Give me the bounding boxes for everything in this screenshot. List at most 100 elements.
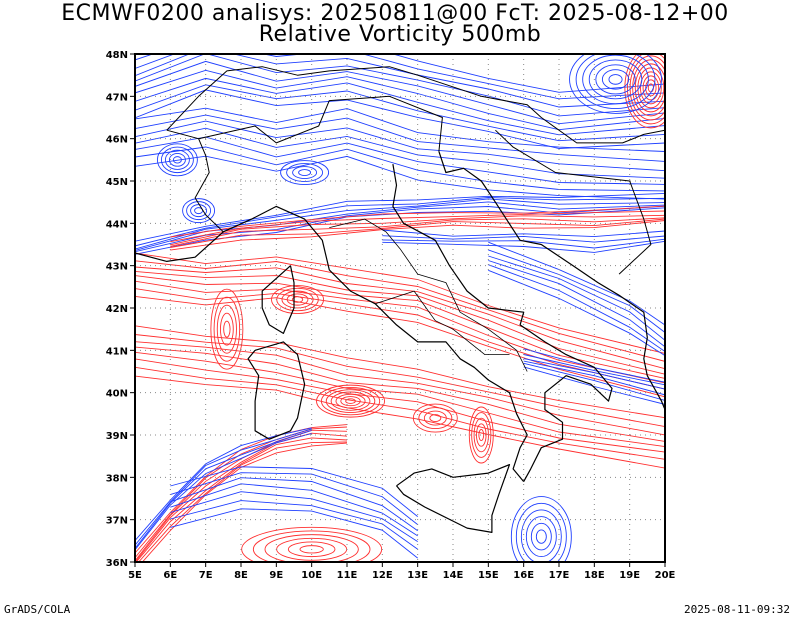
positive-contour	[281, 290, 314, 309]
negative-contour	[156, 143, 198, 177]
lon-tick-label: 15E	[478, 570, 499, 581]
positive-contour	[468, 406, 494, 464]
negative-contour	[182, 198, 216, 224]
lon-tick-label: 18E	[584, 570, 605, 581]
positive-contour	[135, 280, 665, 384]
negative-contour	[523, 354, 665, 386]
negative-contour	[286, 163, 324, 182]
lon-tick-label: 11E	[337, 570, 358, 581]
positive-contour	[642, 75, 660, 101]
lat-tick-label: 42N	[106, 304, 128, 315]
lat-tick-label: 37N	[106, 516, 128, 527]
lat-tick-label: 41N	[106, 346, 128, 357]
positive-contour	[135, 334, 665, 428]
lon-tick-label: 17E	[549, 570, 570, 581]
positive-contour	[135, 266, 665, 370]
italy-east-coast	[392, 163, 613, 482]
negative-contour	[515, 502, 567, 562]
border-north	[166, 66, 665, 144]
negative-contour	[582, 54, 649, 105]
negative-contour	[525, 516, 557, 558]
positive-contour	[330, 391, 371, 411]
lon-tick-label: 10E	[301, 570, 322, 581]
positive-contour	[216, 304, 237, 354]
balkan-coast	[438, 151, 665, 410]
negative-contour	[280, 160, 330, 185]
negative-contour	[168, 152, 186, 167]
map-subtitle: Relative Vorticity 500mb	[258, 22, 542, 47]
france-coast	[135, 231, 224, 262]
negative-contour	[170, 500, 418, 550]
border-alps	[198, 95, 443, 152]
lon-tick-label: 20E	[655, 570, 676, 581]
positive-contour	[476, 423, 487, 447]
negative-contour	[135, 60, 665, 125]
negative-contour	[135, 54, 665, 93]
negative-contour	[135, 430, 312, 549]
positive-contour	[241, 526, 383, 562]
negative-contour	[535, 529, 547, 544]
lat-tick-label: 39N	[106, 431, 128, 442]
positive-contour	[135, 432, 348, 562]
axis-labels: 5E 6E 7E 8E 9E 10E 11E 12E 13E 14E 15E 16E 17E 18E 19E…	[106, 50, 676, 581]
positive-contour	[423, 410, 447, 426]
positive-contour	[210, 288, 244, 370]
negative-contour	[510, 496, 572, 562]
positive-contour	[135, 375, 665, 469]
positive-contour	[286, 293, 309, 306]
negative-contour	[135, 198, 665, 250]
negative-contour	[588, 59, 643, 100]
negative-contour	[601, 69, 630, 90]
positive-contour	[418, 407, 453, 430]
positive-contour	[223, 320, 231, 338]
lat-tick-label: 40N	[106, 389, 128, 400]
positive-contour	[170, 217, 665, 247]
positive-contour	[138, 441, 348, 562]
sicily-coast	[396, 464, 511, 533]
lon-tick-label: 19E	[619, 570, 640, 581]
negative-contour	[488, 255, 665, 341]
negative-contour	[135, 54, 665, 117]
lat-tick-label: 48N	[106, 50, 128, 61]
positive-contour	[345, 398, 356, 404]
negative-contour	[523, 360, 665, 396]
lat-tick-label: 38N	[106, 473, 128, 484]
grads-credit: GrADS/COLA	[4, 603, 71, 616]
positive-contour	[429, 414, 442, 423]
negative-contour	[523, 366, 665, 405]
negative-contour	[575, 54, 656, 109]
negative-contour	[160, 146, 194, 174]
positive-contour	[271, 285, 324, 314]
negative-contour	[523, 358, 665, 390]
lon-tick-label: 9E	[269, 570, 283, 581]
lat-tick-label: 44N	[106, 219, 128, 230]
region-borders	[375, 290, 510, 355]
negative-contour	[135, 136, 665, 185]
lat-tick-label: 45N	[106, 177, 128, 188]
lat-tick-label: 43N	[106, 262, 128, 273]
border-balkans	[495, 129, 652, 275]
lon-tick-label: 6E	[163, 570, 177, 581]
positive-contour	[291, 296, 304, 303]
italy-west-coast	[223, 205, 528, 482]
negative-contour	[135, 84, 665, 142]
negative-contour	[298, 169, 312, 176]
positive-contour	[340, 396, 361, 407]
negative-contour	[292, 166, 318, 179]
positive-contour	[135, 275, 665, 379]
positive-contour	[220, 312, 234, 346]
negative-contour	[135, 107, 665, 152]
negative-contour	[135, 155, 665, 200]
positive-contour	[141, 442, 348, 562]
negative-contour	[170, 491, 418, 542]
positive-contour	[325, 389, 376, 414]
negative-contour	[190, 204, 208, 218]
negative-contour	[135, 192, 665, 242]
negative-contour	[382, 235, 665, 243]
positive-contour	[170, 214, 665, 246]
positive-contour	[632, 59, 665, 117]
positive-contour	[170, 205, 665, 238]
lon-tick-label: 16E	[513, 570, 534, 581]
lon-tick-label: 14E	[443, 570, 464, 581]
negative-contour	[135, 433, 312, 551]
